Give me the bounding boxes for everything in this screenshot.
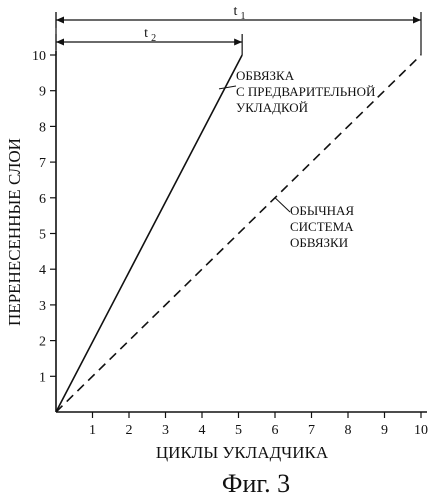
series-label-1-line: ОБВЯЗКА [236, 68, 295, 83]
y-tick-label: 8 [39, 120, 46, 135]
x-tick-label: 2 [126, 423, 133, 438]
x-tick-label: 8 [345, 423, 352, 438]
y-tick-label: 10 [32, 49, 46, 64]
x-tick-label: 6 [272, 423, 279, 438]
x-tick-label: 10 [414, 423, 428, 438]
series-label-leader [219, 86, 236, 89]
y-tick-label: 1 [39, 370, 46, 385]
interval-label-subscript: 1 [241, 11, 246, 22]
x-tick-label: 1 [89, 423, 96, 438]
y-axis-title: ПЕРЕНЕСЕННЫЕ СЛОИ [5, 138, 24, 326]
interval-arrow-right [413, 17, 421, 24]
interval-label-subscript: 2 [151, 33, 156, 44]
y-tick-label: 5 [39, 228, 46, 243]
series-label-2-line: СИСТЕМА [290, 219, 354, 234]
x-tick-label: 3 [162, 423, 169, 438]
x-tick-label: 4 [199, 423, 206, 438]
series-label-leader [275, 198, 290, 212]
interval-arrow-left [56, 17, 64, 24]
x-tick-label: 9 [381, 423, 388, 438]
annotations: ОБВЯЗКАС ПРЕДВАРИТЕЛЬНОЙУКЛАДКОЙ ОБЫЧНАЯС… [219, 68, 375, 250]
interval-label: t [234, 4, 238, 19]
y-tick-label: 9 [39, 85, 46, 100]
interval-markers: t1t2 [56, 4, 421, 55]
y-tick-label: 3 [39, 299, 46, 314]
figure-caption: Фиг. 3 [222, 469, 290, 498]
series-label-2-line: ОБВЯЗКИ [290, 235, 348, 250]
y-tick-label: 7 [39, 156, 46, 171]
series-label-1-line: С ПРЕДВАРИТЕЛЬНОЙ [236, 84, 375, 99]
y-tick-label: 2 [39, 335, 46, 350]
series-label-2-line: ОБЫЧНАЯ [290, 203, 354, 218]
interval-label: t [144, 26, 148, 41]
x-tick-label: 7 [308, 423, 315, 438]
interval-arrow-left [56, 39, 64, 46]
series-label-1-line: УКЛАДКОЙ [236, 100, 308, 115]
series-line-1 [56, 55, 242, 412]
y-tick-label: 4 [39, 263, 46, 278]
x-axis-title: ЦИКЛЫ УКЛАДЧИКА [156, 443, 329, 462]
interval-arrow-right [234, 39, 242, 46]
y-tick-label: 6 [39, 192, 46, 207]
x-tick-label: 5 [235, 423, 242, 438]
